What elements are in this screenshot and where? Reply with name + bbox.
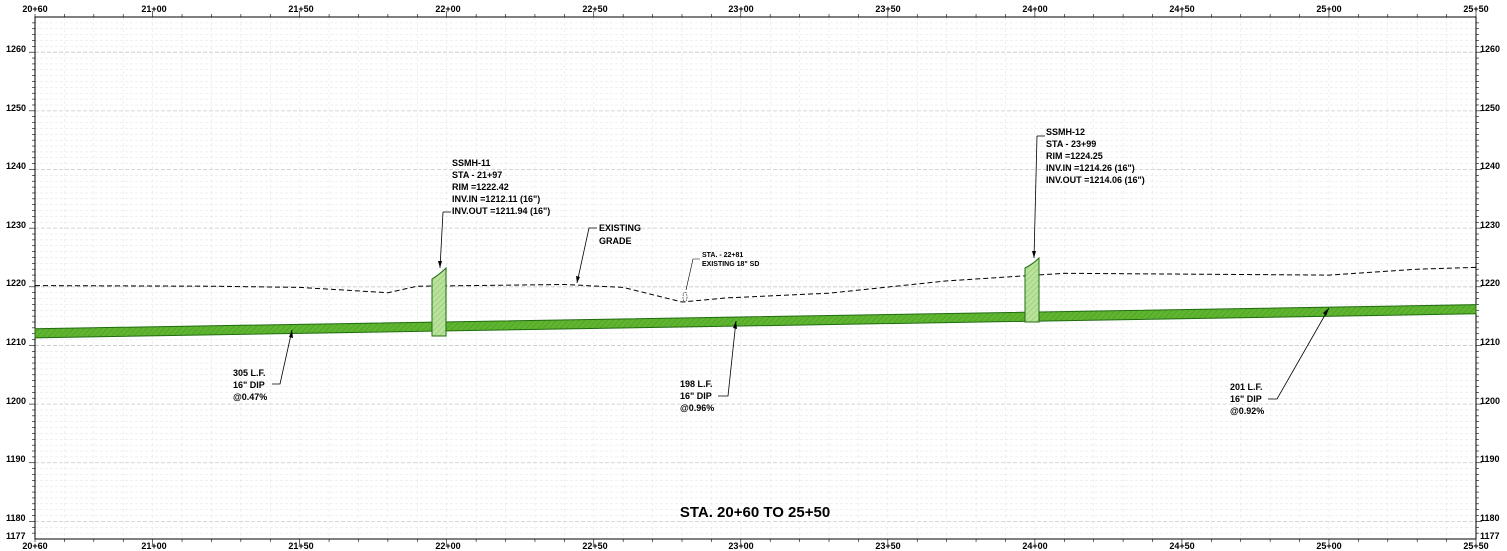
manhole-label-line: SSMH-11: [452, 158, 491, 168]
elevation-label: 1220: [1480, 278, 1500, 288]
top-station-label: 22+00: [435, 4, 460, 14]
elevation-label: 1177: [1480, 531, 1500, 541]
top-station-label: 24+50: [1169, 4, 1194, 14]
callout-line: STA. - 22+81: [702, 252, 743, 259]
manhole-leader: [439, 211, 444, 269]
elevation-label: 1260: [6, 44, 26, 54]
elevation-label: 1230: [1480, 220, 1500, 230]
manhole-label-line: STA - 21+97: [452, 170, 502, 180]
pipe-label-line: 16" DIP: [1230, 394, 1262, 404]
right-elevation-labels: 1260 1250 1240 1230 1220 1210 1200 1190 …: [1480, 44, 1500, 541]
bottom-station-label: 21+00: [141, 541, 166, 551]
existing-grade-callout: EXISTING GRADE: [576, 223, 641, 284]
manhole-leader: [1033, 135, 1038, 259]
bottom-station-label: 21+50: [288, 541, 313, 551]
manhole-label-line: RIM =1222.42: [452, 182, 509, 192]
sheet-title: STA. 20+60 TO 25+50: [680, 504, 830, 521]
elevation-label: 1200: [1480, 396, 1500, 406]
pipe-segment-label-2: 198 L.F. 16" DIP @0.96%: [680, 320, 737, 413]
elevation-label: 1220: [6, 278, 26, 288]
manhole-label-line: INV.OUT =1211.94 (16"): [452, 206, 550, 216]
elevation-label: 1240: [1480, 161, 1500, 171]
elevation-label: 1177: [6, 531, 26, 541]
elevation-label: 1190: [1480, 454, 1500, 464]
pipe-hatch: [35, 304, 1476, 338]
manhole-label-line: SSMH-12: [1046, 127, 1085, 137]
pipe-segment-label-3: 201 L.F. 16" DIP @0.92%: [1230, 307, 1330, 416]
top-station-label: 23+00: [728, 4, 753, 14]
manhole-label-line: INV.IN =1212.11 (16"): [452, 194, 540, 204]
elevation-label: 1210: [1480, 337, 1500, 347]
pipe-label-line: @0.96%: [680, 403, 714, 413]
pipe-label-line: 16" DIP: [680, 391, 712, 401]
pipe-label-line: @0.92%: [1230, 406, 1264, 416]
callout-line: EXISTING: [599, 223, 641, 233]
top-station-label: 25+50: [1463, 4, 1488, 14]
bottom-station-label: 23+50: [875, 541, 900, 551]
bottom-station-label: 24+50: [1169, 541, 1194, 551]
pipe-label-line: 305 L.F.: [233, 368, 266, 378]
existing-grade-line: [34, 266, 1477, 303]
proposed-sewer-pipe: [34, 304, 1477, 339]
top-station-label: 20+60: [22, 4, 47, 14]
pipe-label-line: 16" DIP: [233, 380, 265, 390]
elevation-label: 1250: [1480, 103, 1500, 113]
top-station-label: 24+00: [1022, 4, 1047, 14]
profile-frame: [34, 16, 1477, 540]
elevation-label: 1180: [1480, 513, 1500, 523]
elevation-label: 1240: [6, 161, 26, 171]
elevation-label: 1210: [6, 337, 26, 347]
elevation-label: 1250: [6, 103, 26, 113]
top-station-label: 22+50: [582, 4, 607, 14]
top-station-label: 25+00: [1316, 4, 1341, 14]
top-station-labels: 20+60 21+00 21+50 22+00 22+50 23+00 23+5…: [22, 4, 1488, 14]
pipe-label-line: 198 L.F.: [680, 379, 713, 389]
elevation-label: 1230: [6, 220, 26, 230]
bottom-station-label: 22+00: [435, 541, 460, 551]
elevation-label: 1200: [6, 396, 26, 406]
manhole-label-line: INV.OUT =1214.06 (16"): [1046, 175, 1145, 185]
bottom-station-label: 22+50: [582, 541, 607, 551]
top-station-label: 21+50: [288, 4, 313, 14]
axis-ticks: [29, 11, 1482, 545]
elevation-label: 1190: [6, 454, 26, 464]
bottom-station-label: 20+60: [22, 541, 47, 551]
storm-drain-crossing: STA. - 22+81 EXISTING 18" SD: [682, 252, 759, 303]
top-station-label: 23+50: [875, 4, 900, 14]
elevation-label: 1260: [1480, 44, 1500, 54]
manhole-label-line: RIM =1224.25: [1046, 151, 1103, 161]
bottom-station-label: 24+00: [1022, 541, 1047, 551]
manhole-label-line: INV.IN =1214.26 (16"): [1046, 163, 1135, 173]
manhole-ssmh-11: SSMH-11 STA - 21+97 RIM =1222.42 INV.IN …: [431, 158, 550, 337]
manhole-ssmh-12: SSMH-12 STA - 23+99 RIM =1224.25 INV.IN …: [1024, 127, 1145, 323]
bottom-station-labels: 20+60 21+00 21+50 22+00 22+50 23+00 23+5…: [22, 541, 1488, 551]
callout-line: GRADE: [599, 236, 632, 246]
bottom-station-label: 25+00: [1316, 541, 1341, 551]
elevation-label: 1180: [6, 513, 26, 523]
pipe-label-line: 201 L.F.: [1230, 382, 1263, 392]
pipe-segment-label-1: 305 L.F. 16" DIP @0.47%: [233, 329, 293, 402]
manhole-label-line: STA - 23+99: [1046, 139, 1096, 149]
top-station-label: 21+00: [141, 4, 166, 14]
crossing-pipe-marker: [682, 291, 688, 303]
callout-line: EXISTING 18" SD: [702, 261, 759, 268]
pipe-label-line: @0.47%: [233, 392, 267, 402]
bottom-station-label: 25+50: [1463, 541, 1488, 551]
left-elevation-labels: 1260 1250 1240 1230 1220 1210 1200 1190 …: [6, 44, 26, 541]
bottom-station-label: 23+00: [728, 541, 753, 551]
